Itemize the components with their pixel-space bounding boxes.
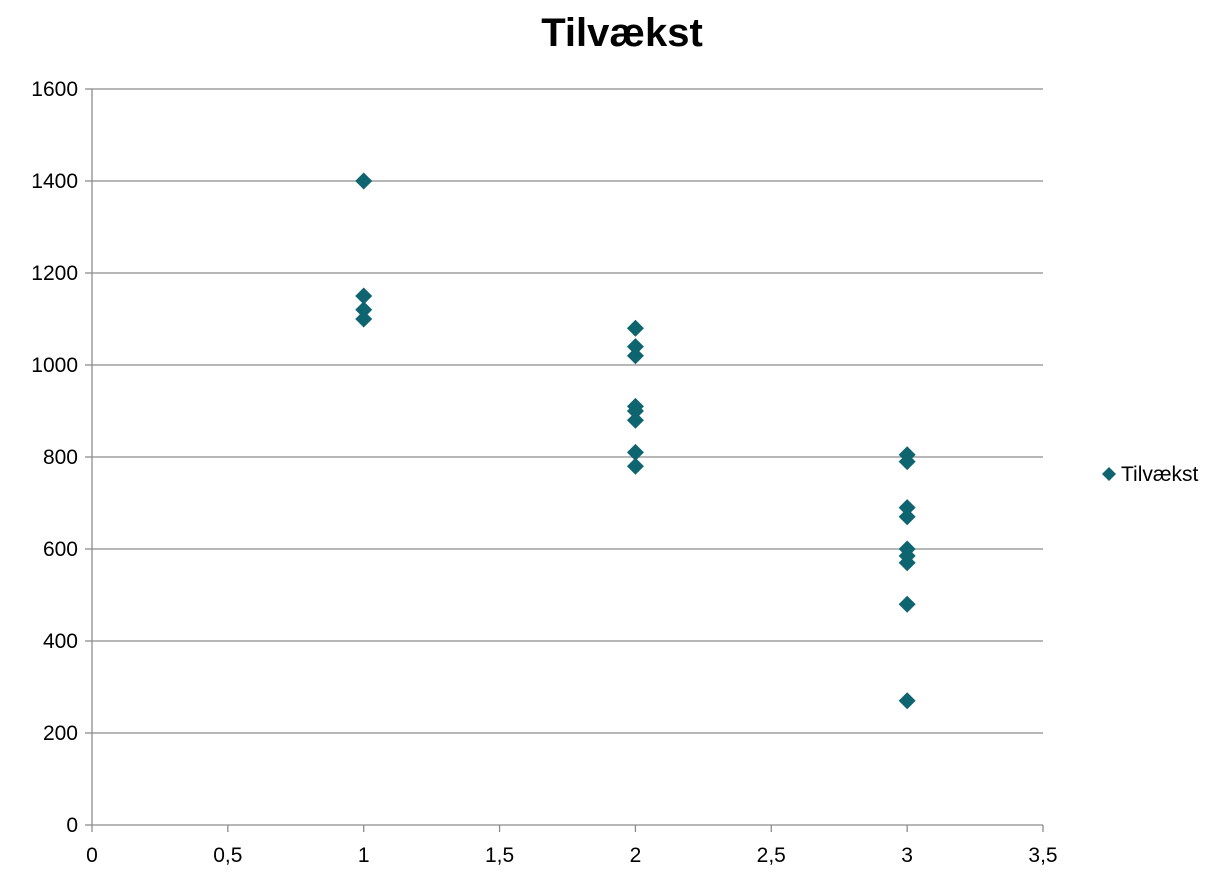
data-point [355,310,373,328]
x-tick-label: 0,5 [213,844,242,867]
data-point [626,411,644,429]
legend: Tilvækst [1102,463,1199,486]
x-axis-ticks: 0 0,5 1 1,5 2 2,5 3 3,5 [86,825,1058,867]
data-point [626,457,644,475]
y-tick-label: 1600 [31,78,78,101]
data-point [626,319,644,337]
y-tick-label: 1200 [31,262,78,285]
data-point [898,692,916,710]
data-point [898,453,916,471]
data-point [626,338,644,356]
data-point [626,402,644,420]
y-tick-label: 1400 [31,170,78,193]
y-tick-label: 400 [43,630,78,653]
x-tick-label: 0 [86,844,98,867]
data-point [898,554,916,572]
data-point [355,301,373,319]
data-point [355,172,373,190]
y-tick-label: 1000 [31,354,78,377]
data-point [898,508,916,526]
x-tick-label: 3 [901,844,913,867]
data-points [355,172,916,710]
x-tick-label: 2 [630,844,642,867]
data-point [626,347,644,365]
y-tick-label: 0 [66,814,78,837]
data-point [898,499,916,517]
x-tick-label: 1,5 [485,844,514,867]
data-point [626,443,644,461]
x-tick-label: 3,5 [1028,844,1057,867]
chart-title: Tilvækst [541,11,703,55]
data-point [355,287,373,305]
legend-marker-diamond [1102,467,1116,481]
legend-label: Tilvækst [1121,463,1199,486]
x-tick-label: 2,5 [757,844,786,867]
y-tick-label: 200 [43,722,78,745]
y-tick-label: 800 [43,446,78,469]
gridlines [92,88,1043,734]
y-axis-ticks: 0 200 400 600 800 1000 1200 1400 1600 [31,78,92,837]
y-tick-label: 600 [43,538,78,561]
x-tick-label: 1 [358,844,370,867]
data-point [898,595,916,613]
